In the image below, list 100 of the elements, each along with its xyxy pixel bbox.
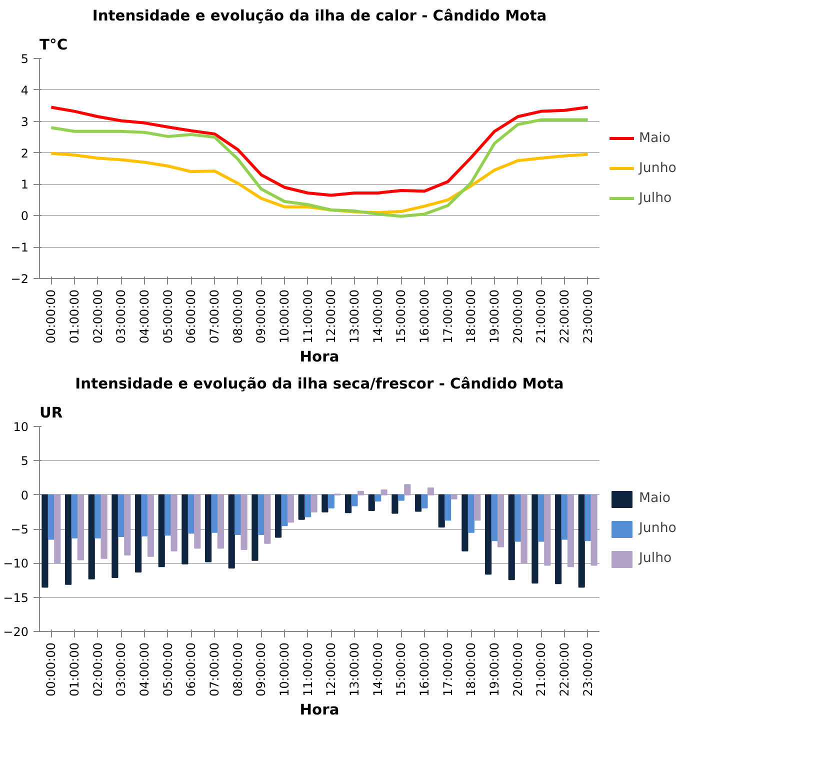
legend-label: Julho <box>639 190 672 206</box>
x-tick-label: 17:00:00 <box>440 289 455 344</box>
bar <box>374 494 382 502</box>
x-tick-label: 23:00:00 <box>580 642 595 696</box>
bar <box>77 494 84 560</box>
x-tick-label: 04:00:00 <box>138 642 152 696</box>
bar <box>508 494 515 580</box>
x-tick-label: 18:00:00 <box>464 289 478 344</box>
bar <box>520 494 528 564</box>
bar <box>228 494 235 568</box>
bar <box>287 494 294 523</box>
x-tick-label: 04:00:00 <box>138 289 152 344</box>
bar <box>258 494 264 535</box>
x-tick-label: 00:00:00 <box>44 642 58 696</box>
legend-label: Junho <box>639 521 676 536</box>
bar <box>462 494 468 552</box>
y-tick-label: 3 <box>20 114 29 129</box>
bar <box>112 494 118 578</box>
bar <box>474 494 481 521</box>
x-tick-label: 16:00:00 <box>418 289 432 344</box>
x-tick-label: 06:00:00 <box>184 642 198 696</box>
bar <box>398 494 404 501</box>
bar <box>100 494 108 559</box>
y-tick-label: −5 <box>10 522 29 536</box>
x-tick-label: 15:00:00 <box>394 289 408 344</box>
bar <box>164 494 172 536</box>
bar <box>497 494 504 548</box>
bar <box>310 494 318 512</box>
x-axis-title: Hora <box>300 701 340 718</box>
bar <box>141 494 148 536</box>
y-axis-title: UR <box>40 404 63 422</box>
x-tick-label: 18:00:00 <box>464 642 478 696</box>
y-tick-label: −15 <box>3 590 29 605</box>
x-tick-label: 06:00:00 <box>184 289 198 344</box>
bar <box>322 494 328 512</box>
x-tick-label: 15:00:00 <box>394 642 408 696</box>
bar <box>252 494 258 561</box>
bar <box>561 494 568 540</box>
bar <box>484 494 492 575</box>
x-tick-label: 17:00:00 <box>440 642 455 696</box>
bar <box>427 488 434 496</box>
bar <box>124 494 131 556</box>
line-series <box>50 118 590 218</box>
bar <box>590 494 598 566</box>
y-tick-label: −20 <box>3 625 29 639</box>
legend-label: Maio <box>639 130 671 146</box>
bar <box>544 494 551 566</box>
y-tick-label: 10 <box>13 420 29 434</box>
bar <box>344 494 352 514</box>
bar <box>328 494 334 508</box>
bar <box>158 494 165 568</box>
y-tick-label: 0 <box>20 488 29 502</box>
bar <box>450 494 458 500</box>
x-tick-label: 11:00:00 <box>300 289 315 344</box>
bar <box>404 484 411 496</box>
x-tick-label: 07:00:00 <box>208 289 222 344</box>
bar <box>514 494 522 542</box>
bar <box>217 494 224 549</box>
x-tick-label: 05:00:00 <box>160 289 175 344</box>
x-tick-label: 01:00:00 <box>68 642 82 696</box>
bar <box>392 494 398 514</box>
bar <box>170 494 178 552</box>
bar <box>118 494 124 538</box>
bar <box>194 494 201 549</box>
x-tick-label: 10:00:00 <box>278 642 292 696</box>
bar <box>584 494 592 542</box>
bar <box>54 494 61 564</box>
y-tick-label: 0 <box>20 209 29 224</box>
x-tick-label: 03:00:00 <box>114 642 128 696</box>
bar <box>71 494 78 538</box>
bar <box>42 494 48 588</box>
bar <box>88 494 95 580</box>
x-tick-label: 21:00:00 <box>534 642 548 696</box>
x-tick-label: 19:00:00 <box>488 289 502 344</box>
bar <box>554 494 562 584</box>
bar <box>64 494 72 585</box>
chart-title: Intensidade e evolução da ilha de calor - Cândido Mota <box>92 8 547 24</box>
x-tick-label: 07:00:00 <box>208 642 222 696</box>
y-axis-title: T°C <box>40 36 68 54</box>
bar <box>357 490 364 496</box>
bar <box>264 494 271 544</box>
x-tick-label: 22:00:00 <box>558 642 572 696</box>
x-tick-label: 03:00:00 <box>114 289 128 344</box>
x-tick-label: 05:00:00 <box>160 642 175 696</box>
x-tick-label: 14:00:00 <box>370 289 385 344</box>
y-tick-label: 4 <box>20 83 29 98</box>
x-tick-label: 20:00:00 <box>510 289 525 344</box>
bar <box>468 494 474 533</box>
y-tick-label: −10 <box>3 556 29 571</box>
x-tick-label: 09:00:00 <box>254 642 268 696</box>
bar <box>351 494 358 506</box>
bar <box>240 494 248 550</box>
bar <box>134 494 142 573</box>
bar <box>281 494 288 526</box>
legend-label: Julho <box>639 551 672 566</box>
bar <box>578 494 585 588</box>
x-axis-title: Hora <box>300 348 340 366</box>
bar <box>491 494 498 542</box>
bar <box>538 494 544 542</box>
bar <box>94 494 102 538</box>
